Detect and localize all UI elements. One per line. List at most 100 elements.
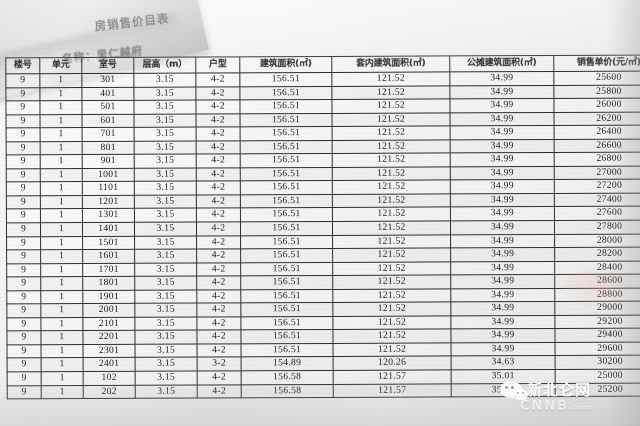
watermark-site-suffix: .com [569,403,591,412]
cell-room: 202 [83,384,136,399]
cell-room: 2101 [82,317,135,331]
cell-unit-price: 28800 [554,287,640,302]
cell-unit-price: 29200 [554,314,640,329]
cell-unit: 1 [40,114,83,128]
cell-layout: 4-2 [196,140,241,155]
cell-building: 9 [7,344,42,359]
cell-building: 9 [5,100,41,115]
cell-floor-height: 3.15 [134,262,197,277]
cell-unit: 1 [40,303,83,318]
cell-unit: 1 [40,330,84,345]
cell-room: 501 [81,100,135,115]
cell-building: 9 [7,371,42,386]
cell-floor-height: 3.15 [134,167,197,182]
cell-building: 9 [6,127,41,142]
cell-shared-area: 34.99 [450,112,555,127]
cell-building: 9 [6,317,41,332]
cell-layout: 4-2 [197,384,242,399]
table-header: 楼号 单元 室号 层高（m） 户型 建筑面积(㎡) 套内建筑面积(㎡) 公摊建筑… [5,54,640,74]
cell-unit-price: 28600 [554,274,640,289]
cell-building: 9 [6,182,41,196]
cell-building: 9 [6,195,41,210]
cell-floor-height: 3.15 [134,140,197,155]
cell-room: 1301 [82,208,135,223]
cell-shared-area: 34.99 [451,342,556,357]
cell-inner-area: 121.52 [332,193,451,208]
cell-build-area: 156.58 [241,370,334,385]
cell-inner-area: 121.57 [333,383,452,398]
cell-floor-height: 3.15 [134,113,197,128]
cell-shared-area: 34.99 [450,166,555,181]
cell-layout: 4-2 [197,370,242,385]
cell-room: 1501 [82,235,135,250]
cell-build-area: 156.51 [240,207,333,222]
cell-build-area: 156.51 [240,113,333,128]
cell-unit: 1 [40,195,83,210]
cell-building: 9 [5,73,40,88]
cell-layout: 4-2 [197,343,242,358]
cell-unit-price: 27400 [554,192,640,207]
cell-room: 1401 [82,222,135,237]
cell-unit-price: 25600 [553,71,640,86]
cell-unit-price: 29000 [554,301,640,316]
cell-room: 2301 [83,344,136,359]
cell-room: 701 [82,127,135,142]
cell-unit: 1 [40,141,83,156]
cell-room: 1801 [82,276,135,291]
cell-building: 9 [6,236,41,250]
cell-build-area: 156.51 [240,140,333,155]
cell-build-area: 156.51 [239,85,332,100]
col-layout: 户型 [195,56,240,74]
cell-shared-area: 34.99 [450,247,555,262]
cell-build-area: 154.89 [241,356,334,371]
col-build-area: 建筑面积(㎡) [239,56,332,73]
cell-shared-area: 34.99 [450,125,555,140]
cell-unit: 1 [41,385,84,399]
cell-unit: 1 [39,73,82,88]
cell-room: 102 [83,371,136,386]
col-inner-area: 套内建筑面积(㎡) [331,55,450,73]
cell-layout: 4-2 [196,208,241,223]
cell-build-area: 156.51 [240,126,333,141]
cell-unit: 1 [40,222,83,237]
cell-floor-height: 3.15 [134,181,197,196]
cell-building: 9 [7,385,42,399]
cell-build-area: 156.51 [240,289,333,304]
cell-unit-price: 27200 [554,179,640,194]
col-floor-height: 层高（m） [133,57,196,74]
cell-unit: 1 [40,263,83,277]
document-header: 房销售价目表 名称：里仁越府 [61,10,173,66]
cell-floor-height: 3.15 [134,235,197,250]
cell-shared-area: 34.99 [450,234,555,249]
cell-room: 1201 [82,195,135,210]
cell-room: 1701 [82,262,135,277]
cell-build-area: 156.51 [240,329,334,344]
cell-layout: 4-2 [196,194,241,209]
cell-inner-area: 121.52 [332,234,451,249]
cell-inner-area: 120.26 [333,356,452,371]
cell-build-area: 156.58 [241,384,334,398]
cell-floor-height: 3.15 [134,276,197,291]
cell-floor-height: 3.15 [134,222,197,236]
cell-floor-height: 3.15 [133,86,196,101]
cell-floor-height: 3.15 [134,316,197,331]
cell-floor-height: 3.15 [133,100,197,114]
cell-inner-area: 121.52 [332,248,451,263]
cell-room: 301 [81,73,134,88]
cell-unit: 1 [40,276,83,291]
cell-room: 601 [82,113,135,128]
cell-layout: 4-2 [196,289,241,304]
cell-unit: 1 [40,290,83,305]
cell-building: 9 [6,276,41,291]
cell-building: 9 [6,168,41,183]
cell-shared-area: 34.99 [449,71,554,86]
cell-inner-area: 121.52 [332,275,451,290]
cell-shared-area: 34.99 [450,274,555,289]
price-table-wrapper: 楼号 单元 室号 层高（m） 户型 建筑面积(㎡) 套内建筑面积(㎡) 公摊建筑… [5,53,640,400]
cell-floor-height: 3.15 [134,208,197,223]
cell-building: 9 [6,304,41,318]
cell-unit: 1 [40,181,83,196]
cell-unit: 1 [41,358,84,372]
cell-build-area: 156.51 [240,316,333,331]
